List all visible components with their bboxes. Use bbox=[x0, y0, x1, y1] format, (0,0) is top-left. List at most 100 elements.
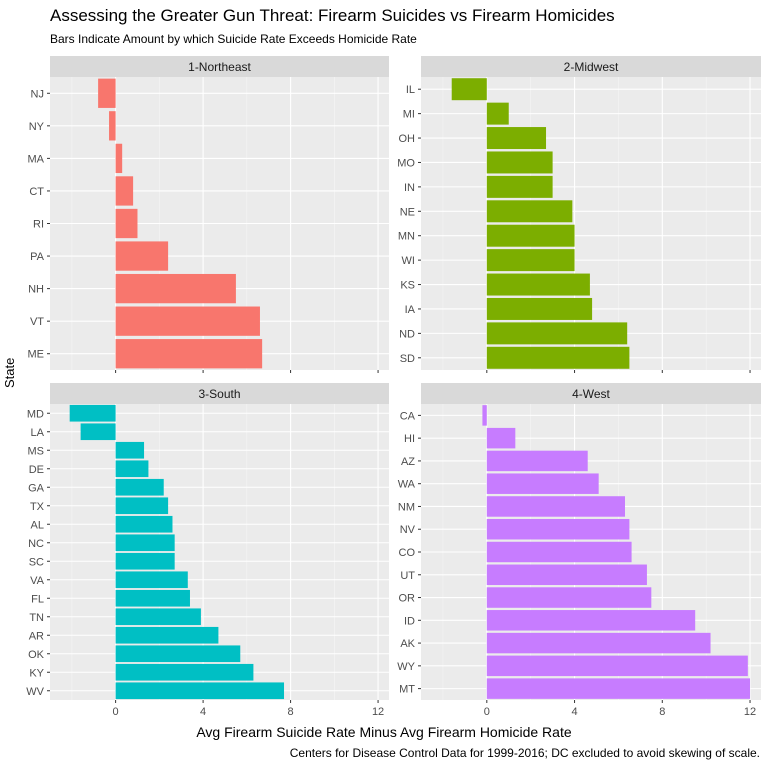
y-tick-label: SD bbox=[400, 353, 415, 365]
y-tick-label: WV bbox=[26, 686, 44, 698]
y-tick-label: MN bbox=[398, 231, 415, 243]
y-tick-label: NE bbox=[400, 206, 415, 218]
x-tick-label: 8 bbox=[288, 706, 294, 718]
y-tick-label: MA bbox=[28, 153, 45, 165]
y-tick-label: IL bbox=[406, 84, 415, 96]
y-tick-label: FL bbox=[31, 593, 44, 605]
y-tick-label: MD bbox=[27, 408, 44, 420]
bar-VT bbox=[115, 306, 260, 336]
chart-title: Assessing the Greater Gun Threat: Firear… bbox=[50, 6, 615, 25]
bar-AZ bbox=[486, 450, 588, 472]
y-tick-label: DE bbox=[29, 464, 44, 476]
y-tick-label: KY bbox=[29, 667, 44, 679]
y-tick-label: AR bbox=[29, 630, 44, 642]
x-tick-label: 12 bbox=[744, 706, 756, 718]
bar-AL bbox=[115, 515, 173, 533]
y-tick-label: MO bbox=[397, 157, 415, 169]
x-axis-label: Avg Firearm Suicide Rate Minus Avg Firea… bbox=[196, 724, 572, 740]
y-tick-label: NJ bbox=[31, 88, 44, 100]
bar-GA bbox=[115, 478, 164, 496]
bar-CA bbox=[482, 405, 487, 426]
chart-subtitle: Bars Indicate Amount by which Suicide Ra… bbox=[50, 32, 417, 46]
bar-DE bbox=[115, 460, 149, 478]
facet-strip-label: 1-Northeast bbox=[188, 60, 251, 74]
y-tick-label: VT bbox=[30, 316, 44, 328]
y-tick-label: NC bbox=[28, 538, 44, 550]
bar-OK bbox=[115, 645, 241, 663]
y-tick-label: ME bbox=[28, 349, 45, 361]
y-tick-label: ND bbox=[399, 328, 415, 340]
y-tick-label: OH bbox=[399, 133, 416, 145]
facet-strip bbox=[421, 56, 761, 77]
bar-IN bbox=[486, 175, 553, 198]
bar-CT bbox=[115, 176, 134, 206]
y-tick-label: NH bbox=[28, 284, 44, 296]
y-tick-label: WY bbox=[397, 661, 415, 673]
y-tick-label: CA bbox=[400, 410, 416, 422]
facet-strip bbox=[50, 56, 389, 77]
bar-MS bbox=[115, 441, 145, 459]
facet-strip-label: 2-Midwest bbox=[564, 60, 619, 74]
panel-background bbox=[421, 77, 761, 370]
bar-TN bbox=[115, 608, 201, 626]
facet-strip bbox=[50, 383, 389, 404]
bar-LA bbox=[80, 423, 116, 441]
x-tick-label: 8 bbox=[659, 706, 665, 718]
y-tick-label: LA bbox=[31, 427, 45, 439]
x-tick-label: 12 bbox=[372, 706, 384, 718]
bar-ME bbox=[115, 339, 263, 369]
y-tick-label: NM bbox=[398, 501, 415, 513]
bar-IL bbox=[451, 78, 487, 101]
y-tick-label: AL bbox=[31, 519, 44, 531]
bar-OR bbox=[486, 587, 652, 608]
bar-NJ bbox=[98, 78, 116, 108]
bar-KY bbox=[115, 663, 254, 681]
bar-MN bbox=[486, 224, 575, 247]
y-tick-label: AZ bbox=[401, 456, 415, 468]
bar-SC bbox=[115, 552, 175, 570]
y-tick-label: PA bbox=[30, 251, 45, 263]
y-tick-label: ID bbox=[404, 615, 415, 627]
bar-IA bbox=[486, 297, 593, 320]
bar-WA bbox=[486, 473, 599, 494]
bar-NY bbox=[109, 111, 116, 141]
y-tick-label: MI bbox=[403, 109, 415, 121]
y-tick-label: CO bbox=[399, 547, 416, 559]
bar-OH bbox=[486, 127, 547, 150]
bar-AK bbox=[486, 632, 711, 654]
bar-NV bbox=[486, 518, 630, 540]
bar-WI bbox=[486, 249, 575, 272]
bar-NC bbox=[115, 534, 175, 552]
y-tick-label: WI bbox=[402, 255, 415, 267]
bar-NH bbox=[115, 273, 236, 304]
bar-ID bbox=[486, 610, 696, 631]
y-tick-label: VA bbox=[30, 575, 45, 587]
y-tick-label: CT bbox=[29, 186, 44, 198]
y-tick-label: NY bbox=[29, 121, 45, 133]
bar-WV bbox=[115, 682, 285, 700]
bar-TX bbox=[115, 497, 169, 515]
y-tick-label: OK bbox=[28, 649, 45, 661]
y-tick-label: AK bbox=[400, 638, 415, 650]
bar-ND bbox=[486, 322, 628, 345]
y-tick-label: MT bbox=[399, 684, 415, 696]
facet-strip-label: 3-South bbox=[198, 387, 240, 401]
bar-VA bbox=[115, 571, 188, 589]
y-tick-label: MS bbox=[28, 445, 45, 457]
y-tick-label: WA bbox=[398, 479, 416, 491]
bar-FL bbox=[115, 589, 190, 607]
y-tick-label: OR bbox=[399, 593, 416, 605]
bar-MD bbox=[69, 404, 116, 422]
bar-NE bbox=[486, 200, 573, 223]
y-tick-label: IN bbox=[404, 182, 415, 194]
bar-SD bbox=[486, 346, 630, 369]
bar-MA bbox=[115, 143, 123, 174]
y-tick-label: KS bbox=[400, 280, 415, 292]
x-tick-label: 4 bbox=[571, 706, 577, 718]
y-tick-label: TX bbox=[30, 501, 45, 513]
y-tick-label: RI bbox=[33, 219, 44, 231]
facet-strip bbox=[421, 383, 761, 404]
bar-WY bbox=[486, 655, 748, 677]
bar-PA bbox=[115, 241, 169, 271]
